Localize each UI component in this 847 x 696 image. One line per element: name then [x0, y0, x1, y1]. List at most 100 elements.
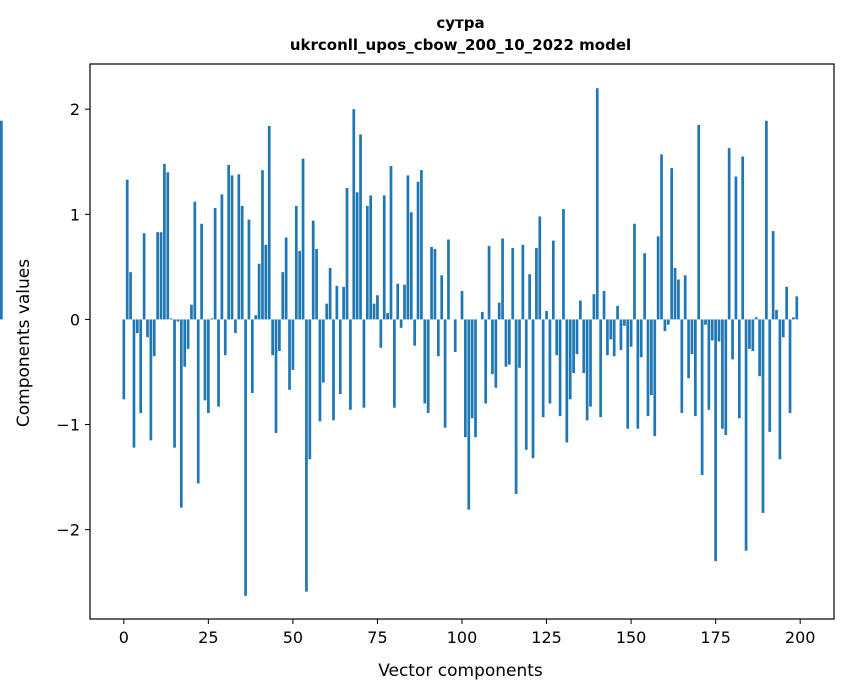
bar-165 — [680, 319, 684, 413]
bar-190 — [765, 120, 768, 320]
bar-50 — [291, 319, 295, 370]
bar-170 — [697, 124, 701, 320]
bar-67 — [349, 319, 352, 410]
bar-182 — [737, 319, 741, 419]
x-axis-ticks: 0 25 50 75 100 125 150 175 200 — [119, 619, 816, 647]
bar-155 — [646, 319, 650, 417]
bar-104 — [474, 319, 477, 438]
bar-81 — [396, 283, 400, 320]
bar-191 — [768, 319, 772, 432]
bar-115 — [511, 247, 515, 320]
bar-129 — [558, 319, 562, 417]
bar-128 — [555, 319, 559, 356]
y-tick-label: −1 — [56, 416, 80, 435]
bar-7 — [146, 319, 149, 338]
bar-162 — [670, 168, 674, 320]
bar-40 — [257, 263, 261, 320]
bar-184 — [744, 319, 748, 551]
bar-70 — [359, 134, 362, 320]
bar-30 — [223, 319, 227, 356]
bar-111 — [497, 302, 501, 320]
bar-80 — [393, 319, 396, 408]
bar-197 — [788, 319, 792, 413]
bar-77 — [382, 195, 386, 320]
bar-32 — [230, 175, 234, 320]
x-tick-label: 0 — [119, 628, 129, 647]
bar-145 — [612, 319, 616, 357]
bar-39 — [254, 315, 258, 320]
bar-195 — [781, 319, 785, 338]
bar-19 — [186, 319, 190, 349]
bar-29 — [220, 194, 224, 320]
bar-31 — [227, 164, 231, 320]
bar-89 — [423, 319, 427, 404]
bar-93 — [436, 319, 440, 357]
bar-95 — [443, 319, 447, 428]
bar-3 — [132, 319, 136, 448]
bar-88 — [420, 170, 423, 320]
bar-174 — [710, 319, 714, 341]
bar-120 — [528, 274, 531, 320]
bar-65 — [342, 286, 345, 320]
bar-166 — [683, 275, 687, 320]
bar-187 — [754, 317, 758, 320]
bar-151 — [633, 223, 636, 320]
bar-102 — [467, 319, 471, 510]
bar-133 — [572, 319, 575, 374]
bar-178 — [724, 319, 728, 436]
bar-18 — [183, 319, 187, 367]
bar-21 — [193, 201, 197, 320]
bar-131 — [565, 319, 569, 443]
bar-27 — [213, 208, 217, 320]
bar-142 — [602, 291, 606, 320]
bar-147 — [619, 319, 623, 350]
bar-60 — [325, 303, 329, 320]
bar-47 — [281, 272, 285, 320]
bar-159 — [660, 154, 663, 320]
bar-123 — [538, 216, 542, 320]
bar-13 — [166, 172, 170, 320]
bar-34 — [237, 174, 241, 320]
bar-126 — [548, 319, 552, 404]
bar-137 — [585, 319, 589, 421]
bar-62 — [332, 319, 335, 421]
bar-37 — [247, 219, 251, 320]
x-tick-label: 200 — [785, 628, 816, 647]
bar-56 — [311, 220, 315, 320]
bar-192 — [771, 231, 775, 320]
bar-6 — [142, 233, 146, 320]
bar-16 — [176, 319, 180, 322]
bar-43 — [267, 126, 271, 320]
bar-121 — [531, 319, 535, 459]
bar-112 — [501, 238, 504, 320]
bar-76 — [379, 319, 383, 348]
bar-114 — [507, 319, 511, 365]
bar-103 — [470, 319, 474, 419]
y-axis-ticks: −2 −1 0 1 2 — [56, 100, 90, 540]
bar-183 — [741, 156, 745, 320]
x-tick-label: 175 — [700, 628, 731, 647]
bar-136 — [582, 319, 586, 374]
bar-23 — [200, 223, 203, 320]
bar-138 — [589, 319, 592, 407]
bar-64 — [338, 319, 342, 395]
bar-63 — [335, 285, 339, 320]
bar-51 — [294, 205, 298, 320]
bar-36 — [244, 319, 247, 596]
bar-169 — [693, 319, 697, 417]
bar-98 — [453, 319, 457, 353]
bar-0 — [122, 319, 126, 400]
bar-12 — [163, 163, 166, 320]
bar-180 — [731, 319, 734, 360]
bar-158 — [656, 236, 660, 320]
bar-69 — [355, 192, 359, 320]
bar-78 — [386, 313, 389, 320]
bar-17 — [179, 319, 183, 508]
bar-175 — [714, 319, 717, 562]
bar-55 — [308, 319, 312, 460]
bar-119 — [524, 319, 528, 450]
bar-116 — [514, 319, 518, 494]
bar-58 — [318, 319, 322, 422]
bar-68 — [352, 109, 356, 320]
bar-11 — [159, 232, 163, 320]
